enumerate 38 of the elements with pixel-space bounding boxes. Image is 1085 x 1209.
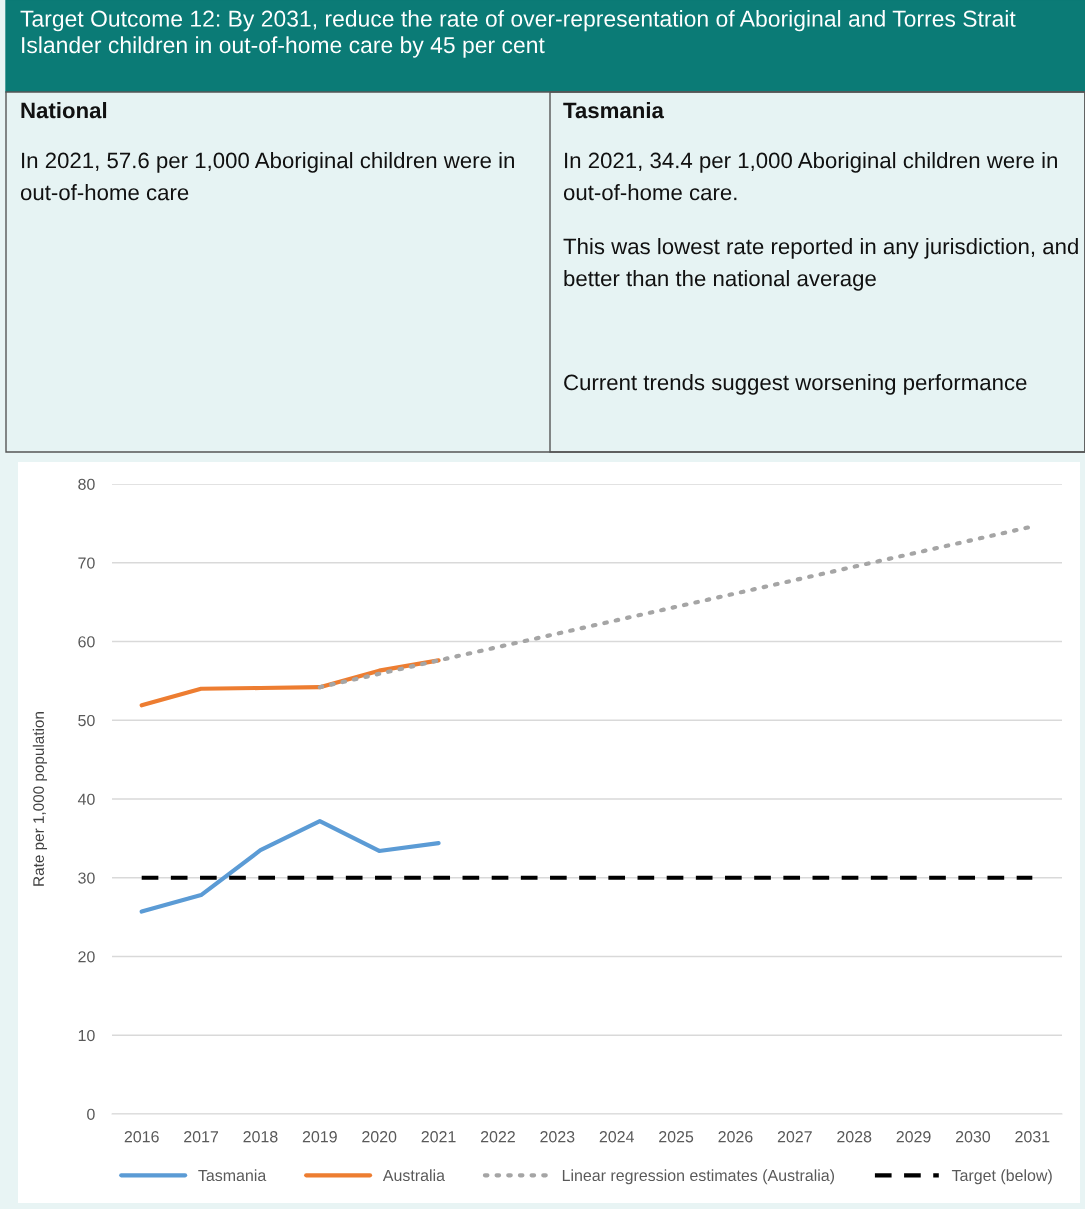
x-tick-label: 2023 bbox=[540, 1131, 575, 1143]
legend-label: Target (below) bbox=[951, 1169, 1052, 1185]
y-tick-label: 40 bbox=[77, 793, 95, 805]
line-series bbox=[139, 818, 441, 914]
y-tick-label: 30 bbox=[78, 872, 95, 884]
y-tick-label: 60 bbox=[78, 636, 95, 648]
x-tick-label: 2020 bbox=[362, 1131, 397, 1143]
legend-label: Linear regression estimates (Australia) bbox=[562, 1169, 835, 1185]
x-tick-label: 2019 bbox=[302, 1131, 337, 1143]
x-tick-label: 2018 bbox=[243, 1131, 278, 1143]
text: In 2021, 34.4 per 1,000 Aboriginal children were in out-of-home care. bbox=[563, 152, 1057, 201]
y-tick-label: 80 bbox=[78, 478, 95, 490]
text: In 2021, 57.6 per 1,000 Aboriginal children were in out-of-home care bbox=[20, 152, 514, 201]
y-axis-title: Rate per 1,000 population bbox=[32, 712, 48, 886]
y-tick-label: 70 bbox=[78, 557, 95, 569]
text: National bbox=[21, 102, 107, 119]
x-tick-label: 2026 bbox=[718, 1131, 753, 1143]
x-tick-label: 2028 bbox=[837, 1131, 872, 1143]
x-tick-label: 2025 bbox=[659, 1131, 694, 1143]
x-tick-label: 2016 bbox=[124, 1131, 159, 1143]
text: This was lowest rate reported in any jurisdiction, and better than the national average bbox=[563, 238, 1078, 291]
text: Current trends suggest worsening performance bbox=[564, 374, 1027, 395]
y-tick-label: 20 bbox=[78, 951, 95, 963]
x-tick-label: 2022 bbox=[480, 1131, 515, 1143]
x-tick-label: 2027 bbox=[777, 1131, 812, 1143]
y-tick-label: 10 bbox=[78, 1029, 95, 1042]
x-tick-label: 2024 bbox=[599, 1131, 634, 1143]
legend-label: Tasmania bbox=[198, 1169, 267, 1182]
chart-title: Target Outcome 12: By 2031, reduce the rate of over-representation of Aboriginal and Torres Strait Islander children in out-of-home care by 45 per cent bbox=[20, 10, 1016, 58]
x-tick-label: 2021 bbox=[421, 1131, 456, 1143]
x-tick-label: 2030 bbox=[955, 1131, 991, 1143]
y-tick-label: 50 bbox=[78, 714, 95, 727]
legend-label: Australia bbox=[382, 1169, 445, 1182]
x-tick-label: 2031 bbox=[1015, 1131, 1050, 1143]
text: Tasmania bbox=[563, 102, 665, 119]
x-tick-label: 2017 bbox=[184, 1131, 219, 1143]
y-tick-label: 0 bbox=[87, 1108, 95, 1120]
x-tick-label: 2029 bbox=[896, 1131, 931, 1143]
